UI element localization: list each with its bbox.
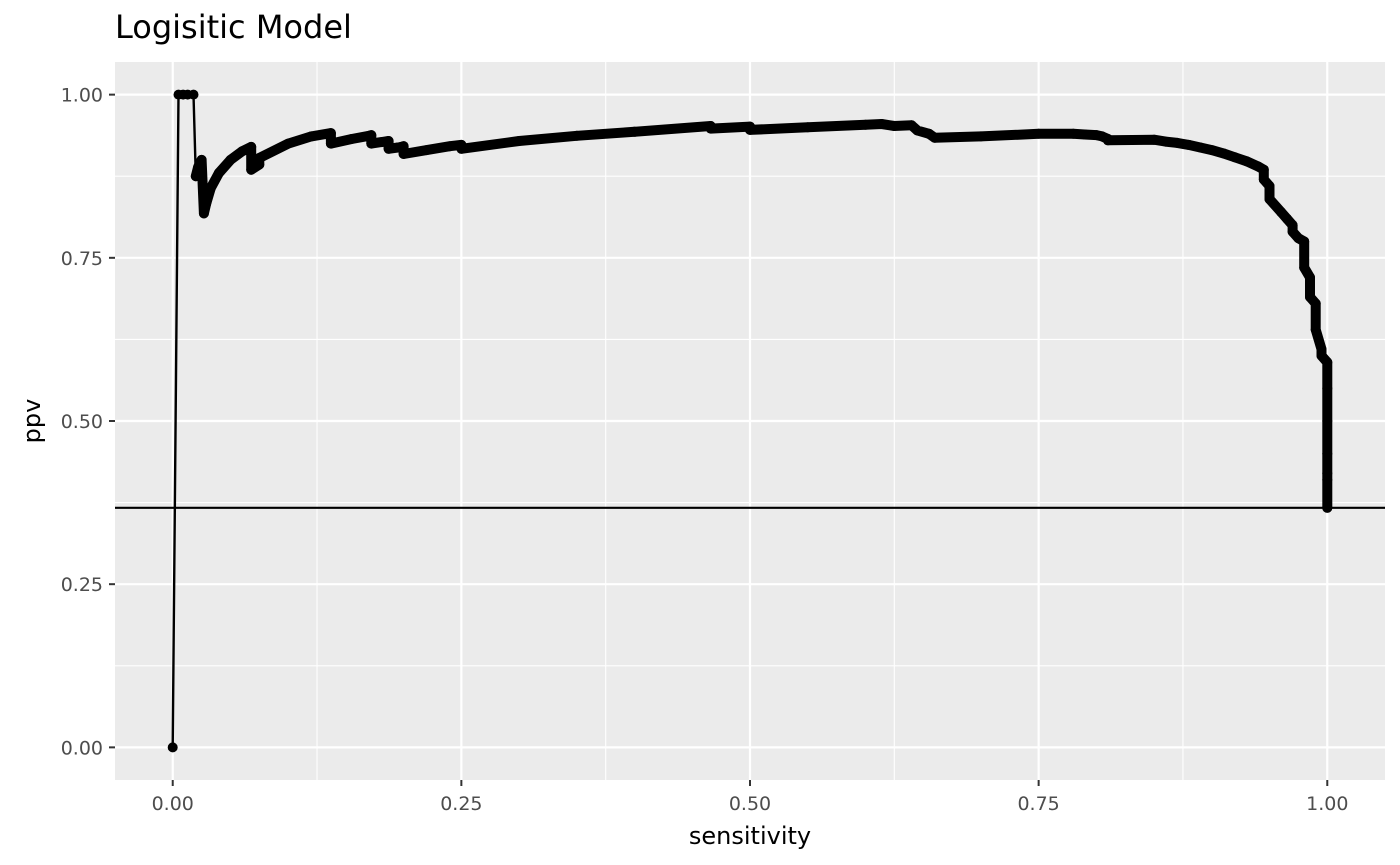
- series-point: [975, 131, 986, 142]
- series-point: [1102, 135, 1113, 146]
- x-tick-label: 0.50: [729, 793, 771, 815]
- series-point: [346, 134, 357, 144]
- series-point: [254, 153, 265, 163]
- series-point: [1258, 174, 1269, 185]
- series-point: [705, 123, 716, 134]
- series-point: [366, 138, 377, 149]
- y-tick-label: 1.00: [61, 85, 103, 107]
- series-layer: [167, 89, 1333, 753]
- series-point: [188, 89, 199, 100]
- series-point: [1264, 194, 1275, 205]
- series-point: [1258, 164, 1269, 175]
- x-tick-label: 0.75: [1017, 793, 1059, 815]
- series-point: [1299, 262, 1310, 273]
- series-point: [1287, 226, 1298, 237]
- series-point: [283, 138, 294, 149]
- series-point: [1033, 128, 1044, 139]
- series-point: [198, 208, 209, 219]
- series-point: [1305, 292, 1315, 302]
- series-point: [306, 131, 317, 142]
- series-point: [629, 126, 640, 137]
- series-point: [1281, 213, 1292, 224]
- y-axis-title: ppv: [18, 399, 46, 444]
- series-point: [456, 143, 467, 154]
- chart-title: Logisitic Model: [115, 8, 352, 46]
- series-point: [514, 136, 525, 146]
- series-point: [571, 130, 582, 141]
- x-tick-label: 0.00: [152, 793, 194, 815]
- series-point: [398, 141, 409, 152]
- series-point: [246, 164, 257, 175]
- x-axis-title: sensitivity: [689, 822, 811, 850]
- series-point: [225, 154, 236, 165]
- x-tick-label: 0.25: [440, 793, 482, 815]
- series-point: [1316, 350, 1327, 361]
- series-point: [1310, 298, 1321, 309]
- series-point: [201, 198, 212, 209]
- y-tick-label: 0.75: [61, 248, 103, 270]
- series-point: [205, 183, 216, 193]
- series-point: [860, 119, 871, 130]
- series-point: [1322, 416, 1333, 426]
- series-point: [1322, 383, 1333, 394]
- series-point: [366, 130, 377, 141]
- series-point: [1241, 156, 1252, 167]
- series-point: [889, 121, 900, 131]
- series-point: [196, 154, 207, 165]
- series-point: [1068, 128, 1079, 139]
- series-point: [1149, 134, 1160, 145]
- series-point: [421, 145, 432, 156]
- series-point: [167, 742, 178, 753]
- series-point: [1206, 145, 1217, 156]
- series-point: [1218, 148, 1229, 159]
- series-point: [1299, 236, 1310, 247]
- series-point: [912, 125, 923, 136]
- series-point: [1229, 152, 1240, 163]
- series-point: [325, 138, 336, 149]
- series-point: [213, 168, 224, 178]
- series-point: [444, 141, 455, 152]
- series-point: [1079, 129, 1090, 140]
- series-point: [1172, 137, 1183, 148]
- series-point: [1264, 181, 1275, 191]
- series-point: [745, 124, 755, 135]
- series-point: [383, 136, 394, 146]
- y-tick-label: 0.25: [61, 574, 103, 596]
- series-point: [1322, 474, 1333, 485]
- axis-layer: 0.00 0.25 0.50 0.75 1.00 0.00 0.25 0.50 0.75 1.00: [61, 85, 1349, 815]
- y-tick-label: 0.00: [61, 737, 103, 759]
- series-point: [190, 171, 201, 182]
- series-point: [1276, 207, 1287, 218]
- series-point: [398, 149, 409, 159]
- series-point: [876, 119, 887, 129]
- series-point: [383, 143, 394, 154]
- series-point: [1183, 139, 1194, 150]
- series-point: [325, 128, 336, 139]
- series-point: [246, 141, 257, 152]
- series-point: [929, 132, 940, 143]
- series-point: [1160, 136, 1171, 147]
- series-point: [1305, 272, 1315, 283]
- grid-major: [115, 62, 1385, 780]
- series-point: [237, 146, 247, 157]
- series-point: [1310, 324, 1321, 335]
- series-point: [1195, 142, 1206, 153]
- series-point: [1322, 448, 1333, 459]
- series-point: [802, 122, 813, 133]
- x-tick-label: 1.00: [1306, 793, 1348, 815]
- y-tick-label: 0.50: [61, 411, 103, 433]
- series-point: [1322, 357, 1333, 368]
